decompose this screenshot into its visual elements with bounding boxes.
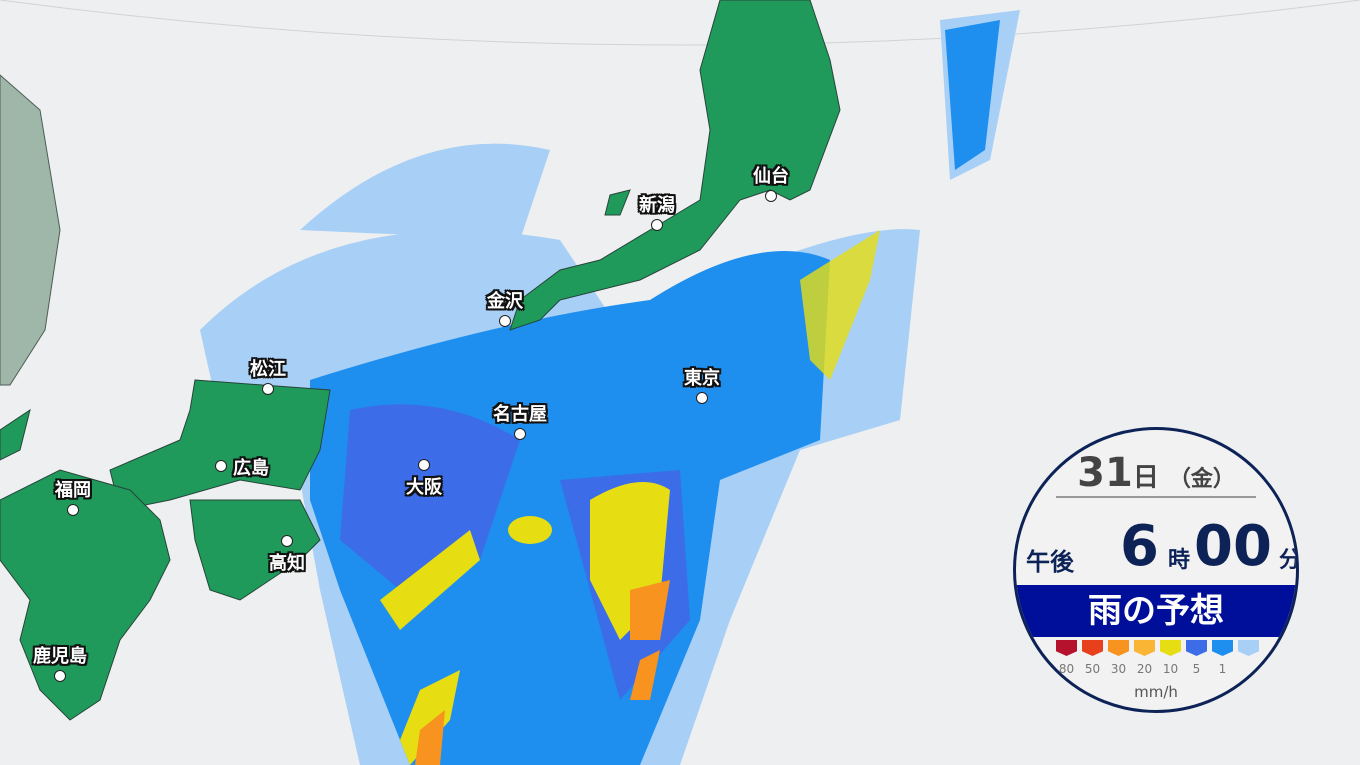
forecast-date: 31日 （金）	[1077, 450, 1235, 496]
legend-label: 10	[1162, 662, 1179, 676]
legend-label	[1238, 662, 1259, 676]
legend-labels: 80 50 30 20 10 5 1	[1056, 662, 1259, 676]
legend-label: 5	[1192, 662, 1201, 676]
legend-swatch	[1134, 640, 1155, 656]
legend-swatch	[1186, 640, 1207, 656]
legend-label: 1	[1218, 662, 1227, 676]
graticule-line	[0, 0, 1360, 46]
legend-label: 30	[1110, 662, 1127, 676]
legend-label: 20	[1136, 662, 1153, 676]
legend-swatch	[1056, 640, 1077, 656]
legend-swatch	[1212, 640, 1233, 656]
divider	[1056, 496, 1256, 498]
legend-swatch	[1238, 640, 1259, 656]
legend-label: 80	[1058, 662, 1075, 676]
japan-land	[0, 0, 841, 721]
legend-label: 50	[1084, 662, 1101, 676]
legend-swatch	[1108, 640, 1129, 656]
legend-swatch	[1082, 640, 1103, 656]
forecast-info-panel: 31日 （金） 午後 6 時 00 分 雨の予想 80 50 30 20 10 5 1 mm/…	[1013, 427, 1299, 713]
rain-intense	[415, 580, 670, 765]
legend-swatch	[1160, 640, 1181, 656]
legend-unit: mm/h	[1134, 683, 1178, 701]
forecast-title: 雨の予想	[1016, 585, 1296, 637]
legend-swatches	[1056, 640, 1259, 656]
korea-land	[0, 74, 61, 386]
